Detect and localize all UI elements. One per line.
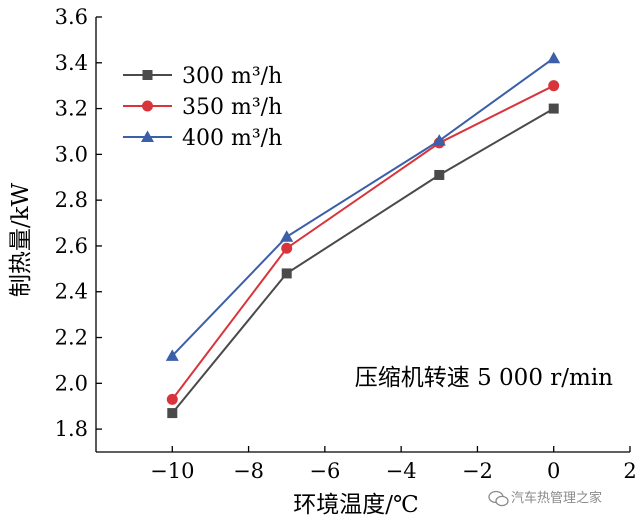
data-point	[280, 230, 294, 242]
y-tick-label: 3.4	[55, 51, 88, 75]
x-tick-label: 2	[623, 459, 635, 483]
watermark: 汽车热管理之家	[488, 490, 602, 507]
y-tick-label: 2.2	[55, 326, 88, 350]
wechat-icon	[488, 490, 509, 507]
data-point	[165, 349, 179, 361]
legend-entry-1: 300 m³/h	[123, 64, 282, 89]
y-tick-label: 3.2	[55, 97, 88, 121]
legend-marker	[142, 100, 153, 112]
x-tick-label: 0	[547, 459, 560, 483]
legend-marker	[142, 70, 153, 80]
data-point	[432, 134, 446, 146]
data-point	[281, 268, 292, 279]
y-tick-label: 2.8	[55, 188, 88, 212]
series-line	[171, 84, 555, 400]
series-group	[165, 51, 561, 419]
legend-label: 400 m³/h	[182, 126, 282, 151]
x-tick-label: −4	[386, 459, 417, 483]
watermark-text: 汽车热管理之家	[511, 490, 602, 506]
data-point	[166, 393, 178, 405]
y-tick-label: 3.0	[55, 142, 88, 166]
y-tick-label: 3.6	[55, 5, 88, 29]
series-1	[167, 103, 559, 419]
series-line	[171, 57, 555, 357]
x-ticks: −10 −8 −6 −4 −2 0 2	[150, 446, 635, 483]
data-point	[547, 51, 561, 64]
series-line	[171, 107, 555, 414]
y-tick-label: 2.6	[55, 234, 88, 258]
y-axis-title: 制热量/kW	[8, 182, 34, 297]
x-tick-label: −8	[233, 459, 264, 483]
data-point	[167, 408, 178, 419]
legend-label: 350 m³/h	[182, 95, 282, 120]
legend-entry-2: 350 m³/h	[123, 95, 282, 120]
y-tick-label: 2.4	[55, 280, 88, 304]
x-tick-label: −6	[309, 459, 340, 483]
data-point	[548, 103, 559, 114]
x-tick-label: −10	[150, 459, 194, 483]
y-ticks: 1.8 2.0 2.2 2.4 2.6 2.8 3.0 3.2 3.4 3.6	[55, 5, 102, 441]
data-point	[434, 169, 445, 180]
axes	[95, 17, 630, 453]
data-point	[548, 80, 560, 92]
series-2	[166, 80, 560, 405]
data-point	[281, 242, 293, 254]
x-axis-title: 环境温度/℃	[293, 492, 418, 518]
x-tick-label: −2	[462, 459, 493, 483]
y-tick-label: 1.8	[55, 417, 88, 441]
y-tick-label: 2.0	[55, 371, 88, 395]
legend: 300 m³/h 350 m³/h 400 m³/h	[123, 64, 282, 151]
condition-annotation: 压缩机转速 5 000 r/min	[355, 365, 613, 391]
series-3	[165, 51, 561, 361]
legend-entry-3: 400 m³/h	[123, 126, 282, 151]
legend-marker	[141, 130, 154, 142]
legend-label: 300 m³/h	[182, 64, 282, 89]
